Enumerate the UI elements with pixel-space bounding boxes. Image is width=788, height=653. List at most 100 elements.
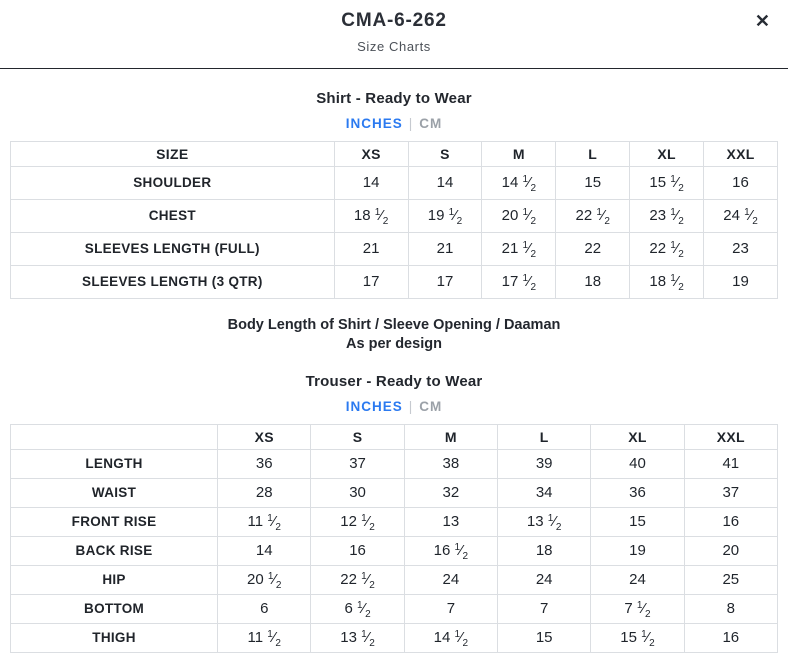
row-label: LENGTH (9, 449, 219, 479)
table-cell: 15 1⁄2 (629, 166, 705, 200)
table-cell: 39 (497, 449, 592, 479)
trouser-unit-inches-tab[interactable]: INCHES (345, 399, 403, 414)
table-cell: 15 (497, 623, 592, 653)
table-cell: 25 (683, 565, 779, 595)
row-label: BOTTOM (9, 594, 219, 624)
table-cell: 14 1⁄2 (403, 623, 499, 653)
header-divider (0, 68, 788, 69)
row-label: SLEEVES LENGTH (FULL) (10, 232, 335, 266)
trouser-unit-cm-tab[interactable]: CM (419, 399, 443, 414)
table-cell: 24 1⁄2 (703, 199, 778, 233)
table-cell: 37 (683, 478, 779, 508)
table-cell: 21 (333, 232, 409, 266)
table-cell: 32 (403, 478, 499, 508)
table-cell: 23 (703, 232, 778, 266)
table-cell: 18 (555, 265, 631, 299)
shirt-unit-cm-tab[interactable]: CM (419, 116, 443, 131)
table-row: HIP 20 1⁄2 22 1⁄2 24 24 24 25 (9, 565, 779, 595)
table-cell: 21 1⁄2 (481, 232, 557, 266)
row-label: WAIST (9, 478, 219, 508)
table-cell: 22 1⁄2 (555, 199, 631, 233)
table-cell: 14 (407, 166, 483, 200)
row-label: SLEEVES LENGTH (3 QTR) (10, 265, 335, 299)
table-cell: 36 (590, 478, 685, 508)
table-cell: 17 (407, 265, 483, 299)
trouser-unit-toggle: INCHES | CM (0, 399, 788, 414)
table-row: SLEEVES LENGTH (3 QTR) 17 17 17 1⁄2 18 18 1⁄2… (10, 265, 778, 299)
table-cell: 13 1⁄2 (497, 507, 592, 537)
close-icon: ✕ (754, 11, 770, 31)
column-header: L (555, 141, 631, 167)
table-cell: 11 1⁄2 (217, 507, 312, 537)
table-row: BOTTOM 6 6 1⁄2 7 7 7 1⁄2 8 (9, 594, 779, 624)
shirt-note-line2: As per design (346, 336, 442, 352)
table-header-row: SIZE XS S M L XL XXL (10, 141, 778, 167)
table-cell: 22 1⁄2 (310, 565, 405, 595)
table-cell: 24 (497, 565, 592, 595)
table-cell: 11 1⁄2 (217, 623, 312, 653)
shirt-unit-inches-tab[interactable]: INCHES (345, 116, 403, 131)
table-cell: 15 1⁄2 (590, 623, 685, 653)
table-cell: 12 1⁄2 (310, 507, 405, 537)
table-cell: 14 (333, 166, 409, 200)
table-cell: 41 (683, 449, 779, 479)
column-header: L (497, 424, 592, 450)
column-header: XS (333, 141, 409, 167)
table-cell: 30 (310, 478, 405, 508)
table-cell: 24 (403, 565, 499, 595)
column-header: S (407, 141, 483, 167)
table-cell: 20 1⁄2 (481, 199, 557, 233)
row-label: CHEST (10, 199, 335, 233)
modal-header: CMA-6-262 Size Charts ✕ (0, 0, 788, 54)
table-cell: 38 (403, 449, 499, 479)
trouser-section-heading: Trouser - Ready to Wear (305, 373, 483, 390)
row-label: SHOULDER (10, 166, 335, 200)
table-row: FRONT RISE 11 1⁄2 12 1⁄2 13 13 1⁄2 15 16 (9, 507, 779, 537)
table-cell: 16 1⁄2 (403, 536, 499, 566)
page-title: CMA-6-262 (341, 10, 447, 31)
table-cell: 40 (590, 449, 685, 479)
table-cell: 19 (590, 536, 685, 566)
close-button[interactable]: ✕ (751, 8, 774, 34)
shirt-size-table: SIZE XS S M L XL XXL SHOULDER 14 14 14 1⁄2 15 15 1⁄2… (10, 141, 778, 299)
unit-toggle-divider: | (408, 116, 414, 131)
table-cell: 18 1⁄2 (333, 199, 409, 233)
table-cell: 36 (217, 449, 312, 479)
table-cell: 17 1⁄2 (481, 265, 557, 299)
table-cell: 20 1⁄2 (217, 565, 312, 595)
table-cell: 18 (497, 536, 592, 566)
table-header-row: XS S M L XL XXL (9, 424, 779, 450)
column-header (9, 424, 219, 450)
column-header: M (403, 424, 499, 450)
column-header: XL (629, 141, 705, 167)
trouser-size-table: XS S M L XL XXL LENGTH 36 37 38 39 40 41 WAIST 28 30 32 3… (9, 424, 779, 653)
shirt-note: Body Length of Shirt / Sleeve Opening / … (0, 316, 788, 354)
table-row: LENGTH 36 37 38 39 40 41 (9, 449, 779, 479)
table-cell: 34 (497, 478, 592, 508)
table-cell: 20 (683, 536, 779, 566)
table-cell: 18 1⁄2 (629, 265, 705, 299)
column-header: M (481, 141, 557, 167)
column-header: SIZE (10, 141, 335, 167)
shirt-note-line1: Body Length of Shirt / Sleeve Opening / … (227, 317, 561, 333)
table-cell: 17 (333, 265, 409, 299)
table-cell: 6 1⁄2 (310, 594, 405, 624)
table-cell: 13 (403, 507, 499, 537)
table-row: SLEEVES LENGTH (FULL) 21 21 21 1⁄2 22 22 1⁄2 2… (10, 232, 778, 266)
table-cell: 15 (555, 166, 631, 200)
table-cell: 23 1⁄2 (629, 199, 705, 233)
row-label: BACK RISE (9, 536, 219, 566)
column-header: XXL (683, 424, 779, 450)
column-header: S (310, 424, 405, 450)
table-cell: 22 (555, 232, 631, 266)
table-cell: 16 (683, 507, 779, 537)
shirt-section-heading: Shirt - Ready to Wear (316, 90, 472, 107)
row-label: FRONT RISE (9, 507, 219, 537)
table-cell: 22 1⁄2 (629, 232, 705, 266)
table-row: CHEST 18 1⁄2 19 1⁄2 20 1⁄2 22 1⁄2 23 1⁄2 24 1⁄… (10, 199, 778, 233)
table-cell: 16 (703, 166, 778, 200)
column-header: XL (590, 424, 685, 450)
row-label: HIP (9, 565, 219, 595)
table-cell: 24 (590, 565, 685, 595)
table-cell: 7 (497, 594, 592, 624)
